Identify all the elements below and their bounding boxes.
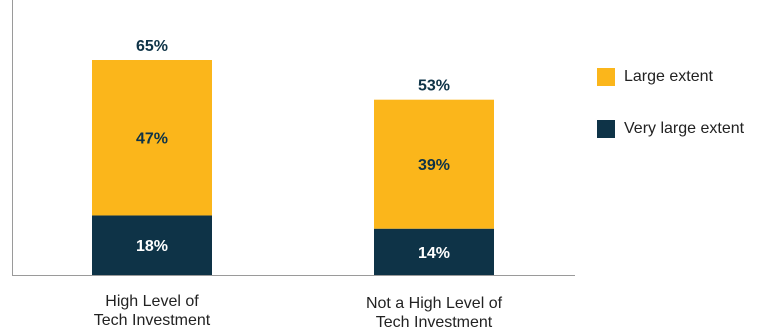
x-tick-label-not-high-investment: Not a High Level of Tech Investment — [334, 294, 534, 332]
legend-item-large-extent: Large extent — [597, 66, 744, 88]
x-tick-label-line: Not a High Level of — [365, 295, 503, 312]
x-tick-label-line: Tech Investment — [93, 312, 211, 329]
bar-segment-very-large-extent — [92, 215, 212, 275]
total-label: 65% — [136, 38, 168, 55]
chart-data-labels: 18% 47% 65% 14% 39% 53% — [136, 38, 450, 262]
legend-label-very-large-extent: Very large extent — [624, 120, 745, 137]
total-label: 53% — [418, 78, 450, 95]
data-label-large-extent: 47% — [136, 131, 168, 148]
legend-label-large-extent: Large extent — [624, 68, 713, 85]
data-label-large-extent: 39% — [418, 157, 450, 174]
x-tick-label-line: High Level of — [105, 293, 199, 310]
x-tick-label-high-investment: High Level of Tech Investment — [52, 292, 252, 330]
legend-swatch-very-large-extent — [597, 120, 615, 138]
bar-segment-large-extent — [374, 99, 494, 229]
chart-axes — [12, 0, 575, 276]
data-label-very-large-extent: 18% — [136, 238, 168, 255]
chart-bars — [92, 60, 494, 275]
legend-swatch-large-extent — [597, 68, 615, 86]
chart-legend: Large extent Very large extent — [597, 66, 744, 170]
bar-segment-very-large-extent — [374, 228, 494, 275]
legend-item-very-large-extent: Very large extent — [597, 118, 744, 140]
x-tick-label-line: Tech Investment — [375, 314, 493, 331]
bar-segment-large-extent — [92, 60, 212, 216]
data-label-very-large-extent: 14% — [418, 245, 450, 262]
